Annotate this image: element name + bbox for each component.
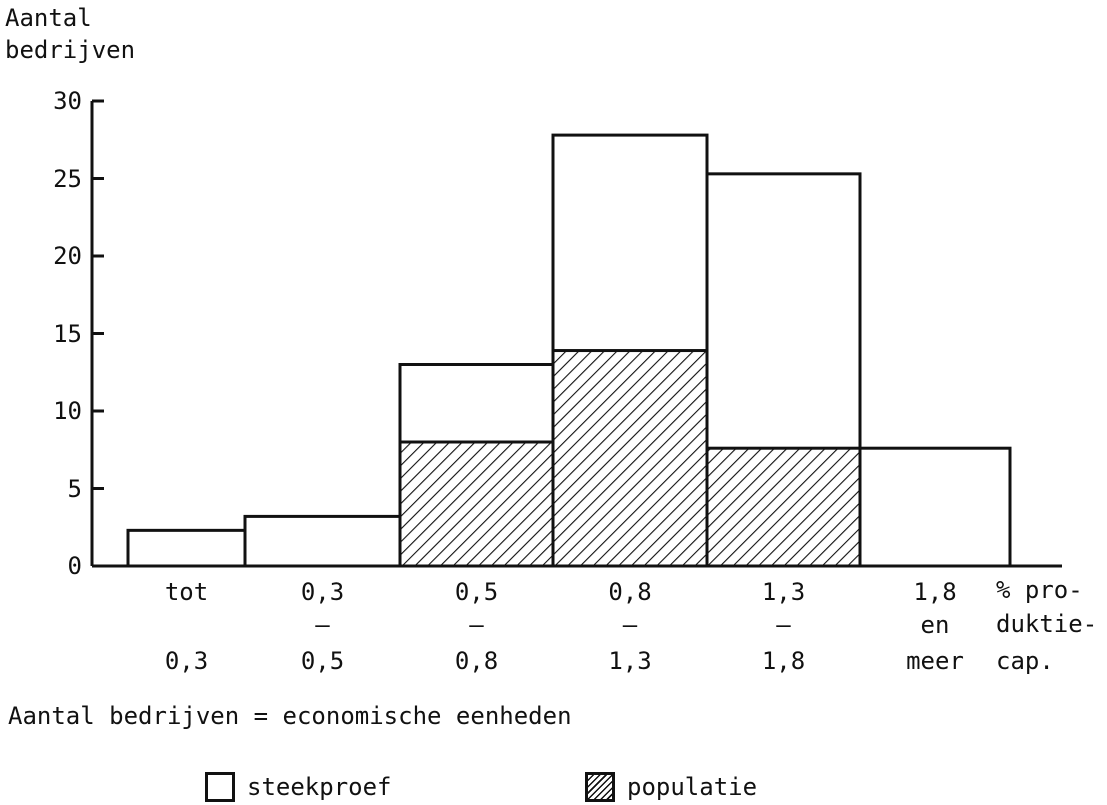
x-category-label-5-line3: 1,8	[761, 647, 806, 675]
x-category-label-2-line2: –	[315, 611, 330, 639]
x-category-label-4-line2: –	[622, 611, 638, 639]
x-category-label-5-line2: –	[776, 611, 791, 639]
y-axis-title-line2: bedrijven	[5, 36, 136, 64]
x-category-label-4-line1: 0,8	[608, 578, 652, 606]
bar-populatie-4	[551, 349, 709, 568]
x-axis-title-line1: % pro-	[996, 576, 1083, 604]
y-tick-label-20: 20	[53, 242, 82, 270]
legend-outline-swatch-icon	[205, 772, 235, 802]
x-category-label-2-line1: 0,3	[300, 578, 345, 606]
legend-populatie: populatie	[585, 772, 757, 802]
x-category-label-3-line3: 0,8	[454, 647, 499, 675]
legend-steekproef-label: steekproef	[247, 773, 392, 801]
x-category-label-6-line3: meer	[906, 647, 964, 675]
bar-populatie-3	[398, 440, 555, 568]
y-tick-label-10: 10	[53, 397, 82, 425]
x-category-label-6-line2: en	[920, 611, 950, 639]
x-category-label-3-line1: 0,5	[454, 578, 499, 606]
x-category-label-4-line3: 1,3	[608, 647, 652, 675]
y-tick-label-30: 30	[53, 87, 82, 115]
y-tick-label-0: 0	[67, 552, 82, 580]
x-category-label-1-line1: tot	[164, 578, 209, 606]
y-tick-label-25: 25	[53, 164, 82, 193]
legend-steekproef: steekproef	[205, 772, 392, 802]
y-axis-title-line1: Aantal	[5, 4, 92, 32]
x-category-label-2-line3: 0,5	[300, 647, 345, 675]
x-category-label-5-line1: 1,3	[761, 578, 806, 606]
x-category-label-6-line1: 1,8	[913, 578, 957, 606]
legend-populatie-label: populatie	[627, 773, 758, 801]
x-category-label-1-line3: 0,3	[164, 647, 209, 675]
bar-steekproef-2	[243, 514, 402, 568]
y-tick-label-15: 15	[53, 319, 82, 348]
bar-steekproef-6	[858, 446, 1012, 568]
legend-hatched-swatch-icon	[585, 772, 615, 802]
x-axis-title-line3: cap.	[996, 647, 1054, 675]
x-axis-title-line2: duktie-	[996, 610, 1098, 638]
chart-caption: Aantal bedrijven = economische eenheden	[8, 702, 572, 730]
bar-populatie-5	[705, 446, 862, 568]
bar-steekproef-1	[126, 528, 247, 568]
y-tick-label-5: 5	[67, 474, 82, 503]
x-category-label-3-line2: –	[469, 611, 484, 639]
